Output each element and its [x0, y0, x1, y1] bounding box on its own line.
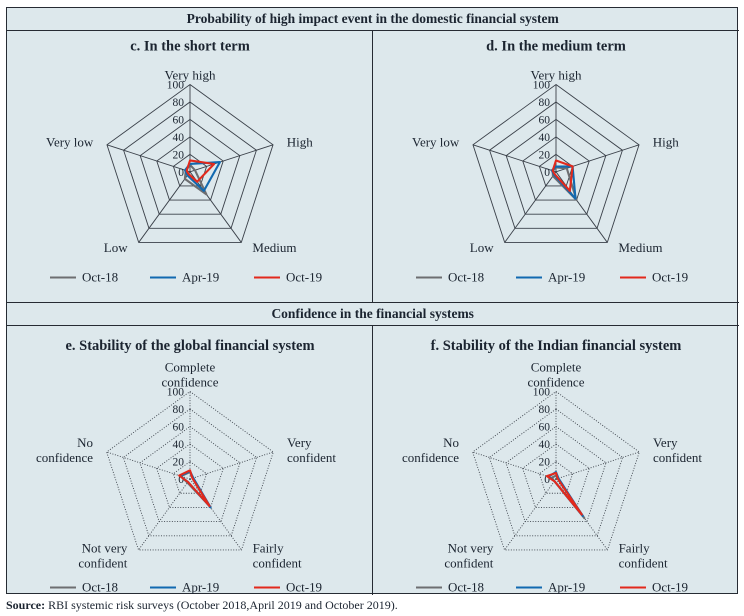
svg-text:confident: confident — [287, 450, 336, 465]
svg-text:Medium: Medium — [618, 241, 662, 256]
svg-text:Complete: Complete — [530, 359, 581, 374]
svg-text:Very low: Very low — [412, 135, 460, 150]
svg-text:80: 80 — [538, 97, 550, 109]
svg-text:20: 20 — [172, 457, 184, 469]
svg-text:No: No — [77, 435, 93, 450]
svg-text:40: 40 — [172, 439, 184, 451]
svg-text:0: 0 — [544, 167, 550, 179]
svg-text:Very low: Very low — [46, 135, 94, 150]
svg-text:High: High — [652, 135, 679, 150]
svg-text:40: 40 — [538, 132, 550, 144]
svg-text:e. Stability of the global fin: e. Stability of the global financial sys… — [65, 338, 314, 354]
svg-text:80: 80 — [538, 404, 550, 416]
svg-text:Very high: Very high — [530, 68, 581, 83]
svg-text:Not very: Not very — [81, 541, 127, 556]
svg-text:confidence: confidence — [402, 450, 459, 465]
svg-text:confident: confident — [618, 556, 667, 571]
svg-text:Complete: Complete — [164, 359, 215, 374]
svg-text:Oct-18: Oct-18 — [82, 270, 118, 285]
svg-text:20: 20 — [172, 150, 184, 162]
svg-text:confident: confident — [78, 556, 127, 571]
svg-text:60: 60 — [538, 115, 550, 127]
svg-text:Very: Very — [653, 435, 678, 450]
svg-text:Low: Low — [103, 241, 127, 256]
svg-text:d. In the medium term: d. In the medium term — [486, 39, 626, 55]
svg-text:Oct-18: Oct-18 — [82, 580, 118, 595]
svg-text:Oct-19: Oct-19 — [652, 580, 688, 595]
svg-text:High: High — [286, 135, 313, 150]
svg-text:20: 20 — [538, 150, 550, 162]
svg-text:f. Stability of the Indian fin: f. Stability of the Indian financial sys… — [430, 338, 681, 354]
svg-text:confident: confident — [444, 556, 493, 571]
svg-text:Not very: Not very — [447, 541, 493, 556]
svg-text:Fairly: Fairly — [252, 541, 284, 556]
svg-text:c. In the short term: c. In the short term — [130, 39, 250, 55]
svg-text:confidence: confidence — [527, 374, 584, 389]
svg-text:20: 20 — [538, 457, 550, 469]
svg-text:Oct-19: Oct-19 — [286, 270, 322, 285]
svg-text:Apr-19: Apr-19 — [548, 580, 585, 595]
svg-text:Very high: Very high — [164, 68, 215, 83]
svg-text:confidence: confidence — [36, 450, 93, 465]
svg-text:confidence: confidence — [161, 374, 218, 389]
svg-text:Apr-19: Apr-19 — [182, 580, 219, 595]
svg-text:Low: Low — [469, 241, 493, 256]
svg-text:60: 60 — [172, 115, 184, 127]
svg-text:40: 40 — [538, 439, 550, 451]
svg-text:confident: confident — [252, 556, 301, 571]
svg-text:80: 80 — [172, 404, 184, 416]
svg-text:80: 80 — [172, 97, 184, 109]
svg-text:Fairly: Fairly — [618, 541, 650, 556]
svg-text:Apr-19: Apr-19 — [548, 270, 585, 285]
svg-text:Apr-19: Apr-19 — [182, 270, 219, 285]
svg-text:Oct-18: Oct-18 — [448, 270, 484, 285]
svg-text:60: 60 — [538, 422, 550, 434]
svg-text:Medium: Medium — [252, 241, 296, 256]
svg-text:0: 0 — [178, 167, 184, 179]
svg-text:Oct-19: Oct-19 — [286, 580, 322, 595]
svg-text:Very: Very — [287, 435, 312, 450]
svg-text:Oct-19: Oct-19 — [652, 270, 688, 285]
svg-text:confident: confident — [653, 450, 702, 465]
svg-text:40: 40 — [172, 132, 184, 144]
svg-text:60: 60 — [172, 422, 184, 434]
svg-text:No: No — [443, 435, 459, 450]
svg-text:Oct-18: Oct-18 — [448, 580, 484, 595]
